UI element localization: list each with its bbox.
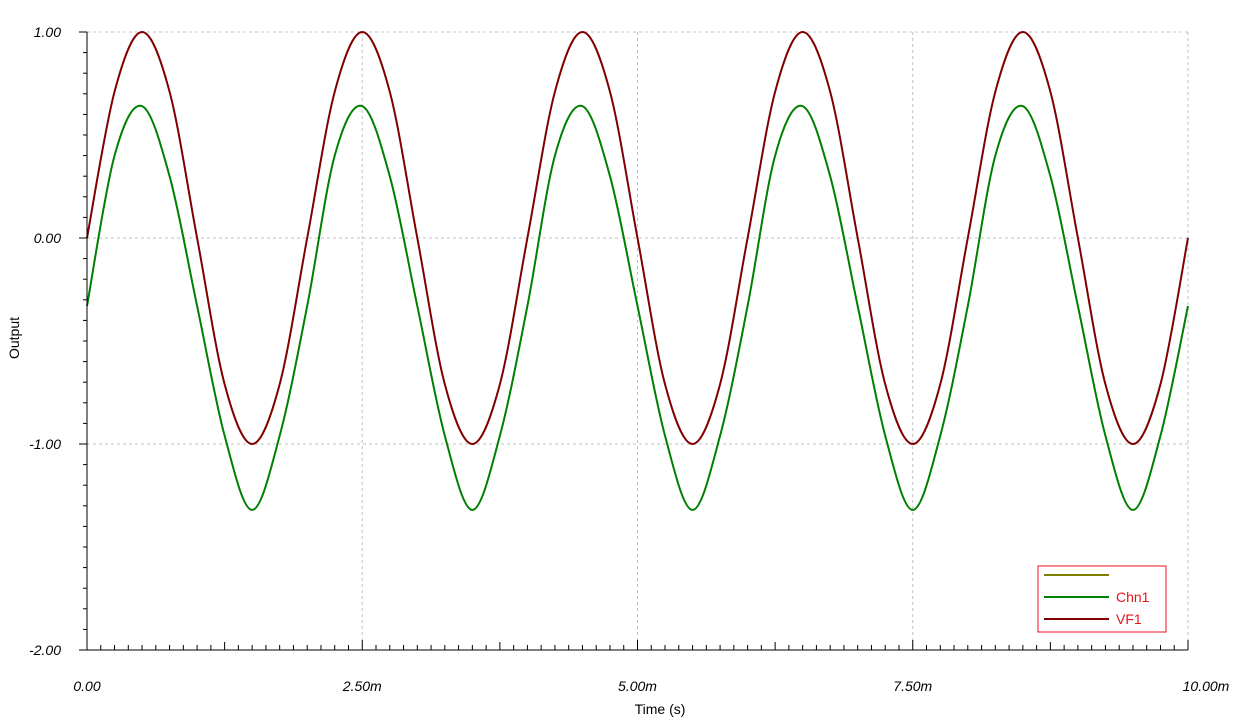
x-tick-label: 10.00m bbox=[1183, 678, 1230, 694]
series-line-chn1 bbox=[86, 104, 1189, 511]
x-tick-label: 7.50m bbox=[893, 678, 932, 694]
y-tick-label: 0.00 bbox=[34, 230, 61, 246]
x-tick-label: 0.00 bbox=[73, 678, 100, 694]
axis-ticks bbox=[79, 31, 1189, 651]
y-tick-labels: 1.00 0.00 -1.00 -2.00 bbox=[29, 24, 61, 658]
y-axis-label: Output bbox=[6, 317, 22, 359]
y-tick-label: 1.00 bbox=[34, 24, 61, 40]
x-tick-label: 5.00m bbox=[618, 678, 657, 694]
legend-box bbox=[1037, 565, 1167, 633]
legend-label-chn1: Chn1 bbox=[1116, 589, 1150, 605]
x-axis-label: Time (s) bbox=[635, 701, 686, 717]
x-tick-label: 2.50m bbox=[342, 678, 382, 694]
y-tick-label: -1.00 bbox=[29, 436, 61, 452]
x-tick-labels: 0.00 2.50m 5.00m 7.50m 10.00m bbox=[73, 678, 1229, 694]
legend-label-vf1: VF1 bbox=[1116, 611, 1142, 627]
series-line-vf1 bbox=[86, 30, 1189, 446]
legend: Chn1 VF1 bbox=[1037, 565, 1167, 633]
y-tick-label: -2.00 bbox=[29, 642, 61, 658]
grid-lines bbox=[87, 31, 1189, 650]
series-lines bbox=[86, 30, 1189, 511]
